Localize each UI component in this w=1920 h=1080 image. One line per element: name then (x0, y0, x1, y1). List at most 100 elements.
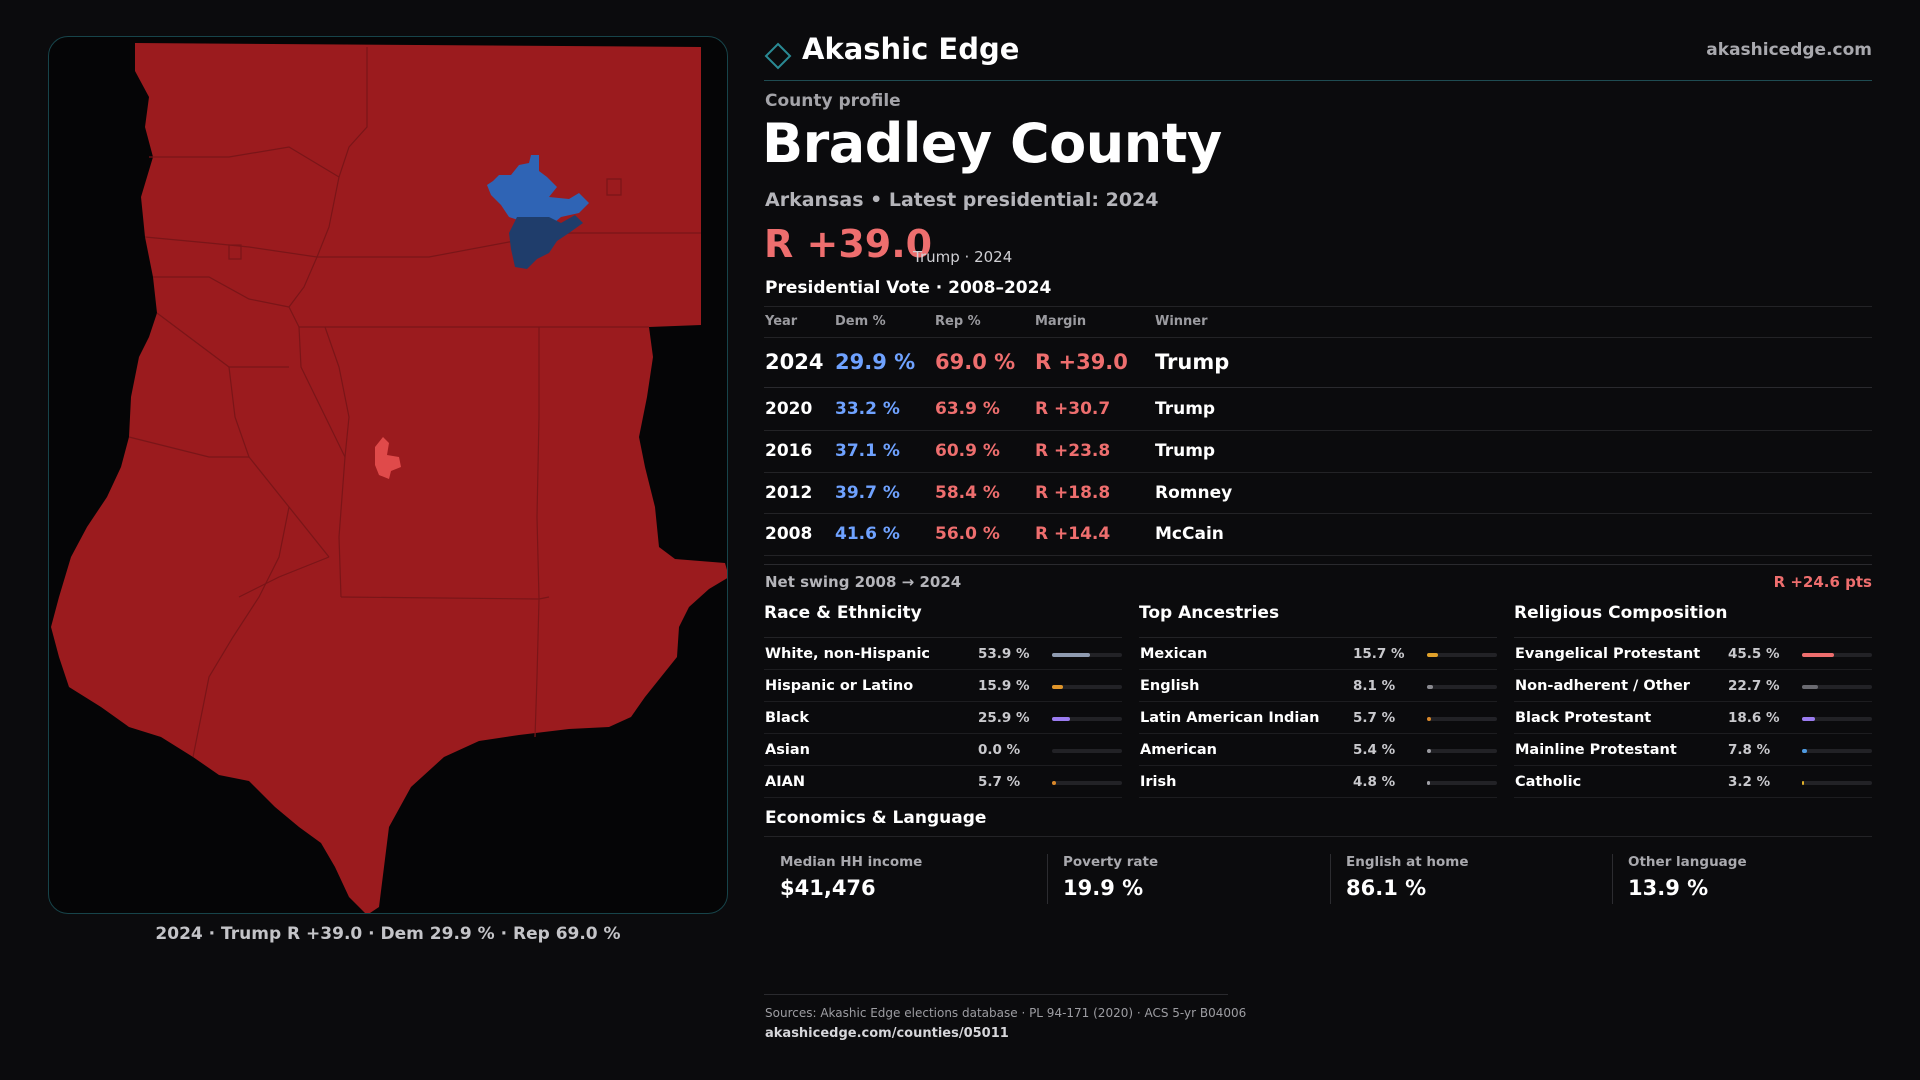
county-shape-rep (51, 43, 727, 913)
table-row[interactable]: 2008 41.6 % 56.0 % R +14.4 McCain (764, 514, 1872, 555)
stat-separator (1612, 854, 1613, 904)
item-label: Mainline Protestant (1515, 742, 1677, 758)
table-row[interactable]: 2012 39.7 % 58.4 % R +18.8 Romney (764, 473, 1872, 514)
row-rep: 63.9 % (935, 399, 1000, 419)
progress-fill (1802, 781, 1805, 785)
city-dem-dark-area (509, 215, 583, 269)
row-divider (764, 555, 1872, 556)
religious-composition-section: Religious Composition Evangelical Protes… (1514, 603, 1872, 798)
stat-card-other-language: Other language 13.9 % (1628, 854, 1747, 906)
county-map[interactable] (49, 37, 728, 914)
row-margin: R +39.0 (1035, 350, 1128, 374)
county-map-panel[interactable] (48, 36, 728, 914)
row-winner: McCain (1155, 524, 1224, 544)
progress-bar (1427, 685, 1497, 689)
progress-fill (1052, 653, 1090, 657)
map-caption: 2024 · Trump R +39.0 · Dem 29.9 % · Rep … (155, 924, 621, 944)
diamond-icon (764, 42, 792, 70)
list-item: White, non-Hispanic 53.9 % (764, 638, 1122, 670)
row-divider (764, 513, 1872, 514)
stat-label: Poverty rate (1063, 854, 1159, 870)
item-value: 5.4 % (1353, 742, 1396, 758)
progress-bar (1052, 781, 1122, 785)
table-row[interactable]: 2020 33.2 % 63.9 % R +30.7 Trump (764, 388, 1872, 429)
progress-bar (1052, 653, 1122, 657)
progress-fill (1802, 685, 1818, 689)
item-label: Evangelical Protestant (1515, 646, 1701, 662)
site-url-link[interactable]: akashicedge.com (1706, 40, 1872, 60)
row-dem: 39.7 % (835, 483, 900, 503)
item-value: 7.8 % (1728, 742, 1771, 758)
row-divider (764, 430, 1872, 431)
row-rep: 69.0 % (935, 350, 1016, 374)
progress-fill (1052, 781, 1056, 785)
row-divider (764, 387, 1872, 388)
progress-bar (1052, 749, 1122, 753)
list-item: Latin American Indian 5.7 % (1139, 702, 1497, 734)
list-item: Evangelical Protestant 45.5 % (1514, 638, 1872, 670)
col-header-dem: Dem % (835, 314, 886, 329)
row-winner: Trump (1155, 399, 1216, 419)
list-item: Mainline Protestant 7.8 % (1514, 734, 1872, 766)
progress-bar (1427, 781, 1497, 785)
item-value: 15.7 % (1353, 646, 1405, 662)
precinct-boundaries (128, 47, 701, 758)
stat-card-poverty-rate: Poverty rate 19.9 % (1063, 854, 1158, 906)
row-dem: 41.6 % (835, 524, 900, 544)
section-divider (1514, 637, 1872, 638)
section-divider (764, 637, 1122, 638)
row-rep: 60.9 % (935, 441, 1000, 461)
row-margin: R +30.7 (1035, 399, 1111, 419)
row-dem: 29.9 % (835, 350, 916, 374)
progress-fill (1802, 653, 1834, 657)
stat-value: 13.9 % (1628, 876, 1709, 900)
row-year: 2012 (765, 483, 813, 503)
item-value: 53.9 % (978, 646, 1030, 662)
row-year: 2016 (765, 441, 813, 461)
stat-label: English at home (1346, 854, 1469, 870)
brand-name[interactable]: Akashic Edge (802, 32, 1020, 66)
page-kicker: County profile (765, 91, 901, 111)
list-item: AIAN 5.7 % (764, 766, 1122, 798)
table-row[interactable]: 2024 29.9 % 69.0 % R +39.0 Trump (764, 338, 1872, 387)
swing-value: R +24.6 pts (1773, 573, 1872, 591)
progress-fill (1427, 717, 1431, 721)
item-value: 0.0 % (978, 742, 1021, 758)
row-rep: 56.0 % (935, 524, 1000, 544)
footer-url-link[interactable]: akashicedge.com/counties/05011 (765, 1026, 1009, 1041)
row-margin: R +23.8 (1035, 441, 1111, 461)
votes-header-divider (764, 337, 1872, 338)
item-label: Irish (1140, 774, 1177, 790)
stat-card-median-income: Median HH income $41,476 (780, 854, 922, 906)
row-winner: Romney (1155, 483, 1233, 503)
votes-divider (764, 306, 1872, 307)
row-winner: Trump (1155, 441, 1216, 461)
progress-bar (1802, 653, 1872, 657)
item-label: Non-adherent / Other (1515, 678, 1690, 694)
headline-note: Trump · 2024 (913, 248, 1013, 266)
footer-divider (764, 994, 1228, 995)
item-value: 15.9 % (978, 678, 1030, 694)
table-bottom-divider (764, 564, 1872, 565)
progress-fill (1427, 685, 1433, 689)
section-title: Race & Ethnicity (764, 603, 922, 623)
item-value: 45.5 % (1728, 646, 1780, 662)
col-header-winner: Winner (1155, 314, 1208, 329)
page-title: Bradley County (762, 112, 1222, 175)
progress-fill (1052, 685, 1064, 689)
table-row[interactable]: 2016 37.1 % 60.9 % R +23.8 Trump (764, 431, 1872, 472)
item-value: 8.1 % (1353, 678, 1396, 694)
list-item: Black 25.9 % (764, 702, 1122, 734)
item-label: AIAN (765, 774, 805, 790)
item-value: 3.2 % (1728, 774, 1771, 790)
progress-bar (1427, 717, 1497, 721)
progress-bar (1802, 685, 1872, 689)
stat-separator (1330, 854, 1331, 904)
progress-bar (1052, 717, 1122, 721)
header-divider (764, 80, 1872, 81)
section-title: Religious Composition (1514, 603, 1728, 623)
row-margin: R +14.4 (1035, 524, 1111, 544)
item-value: 4.8 % (1353, 774, 1396, 790)
item-label: Asian (765, 742, 810, 758)
item-value: 18.6 % (1728, 710, 1780, 726)
